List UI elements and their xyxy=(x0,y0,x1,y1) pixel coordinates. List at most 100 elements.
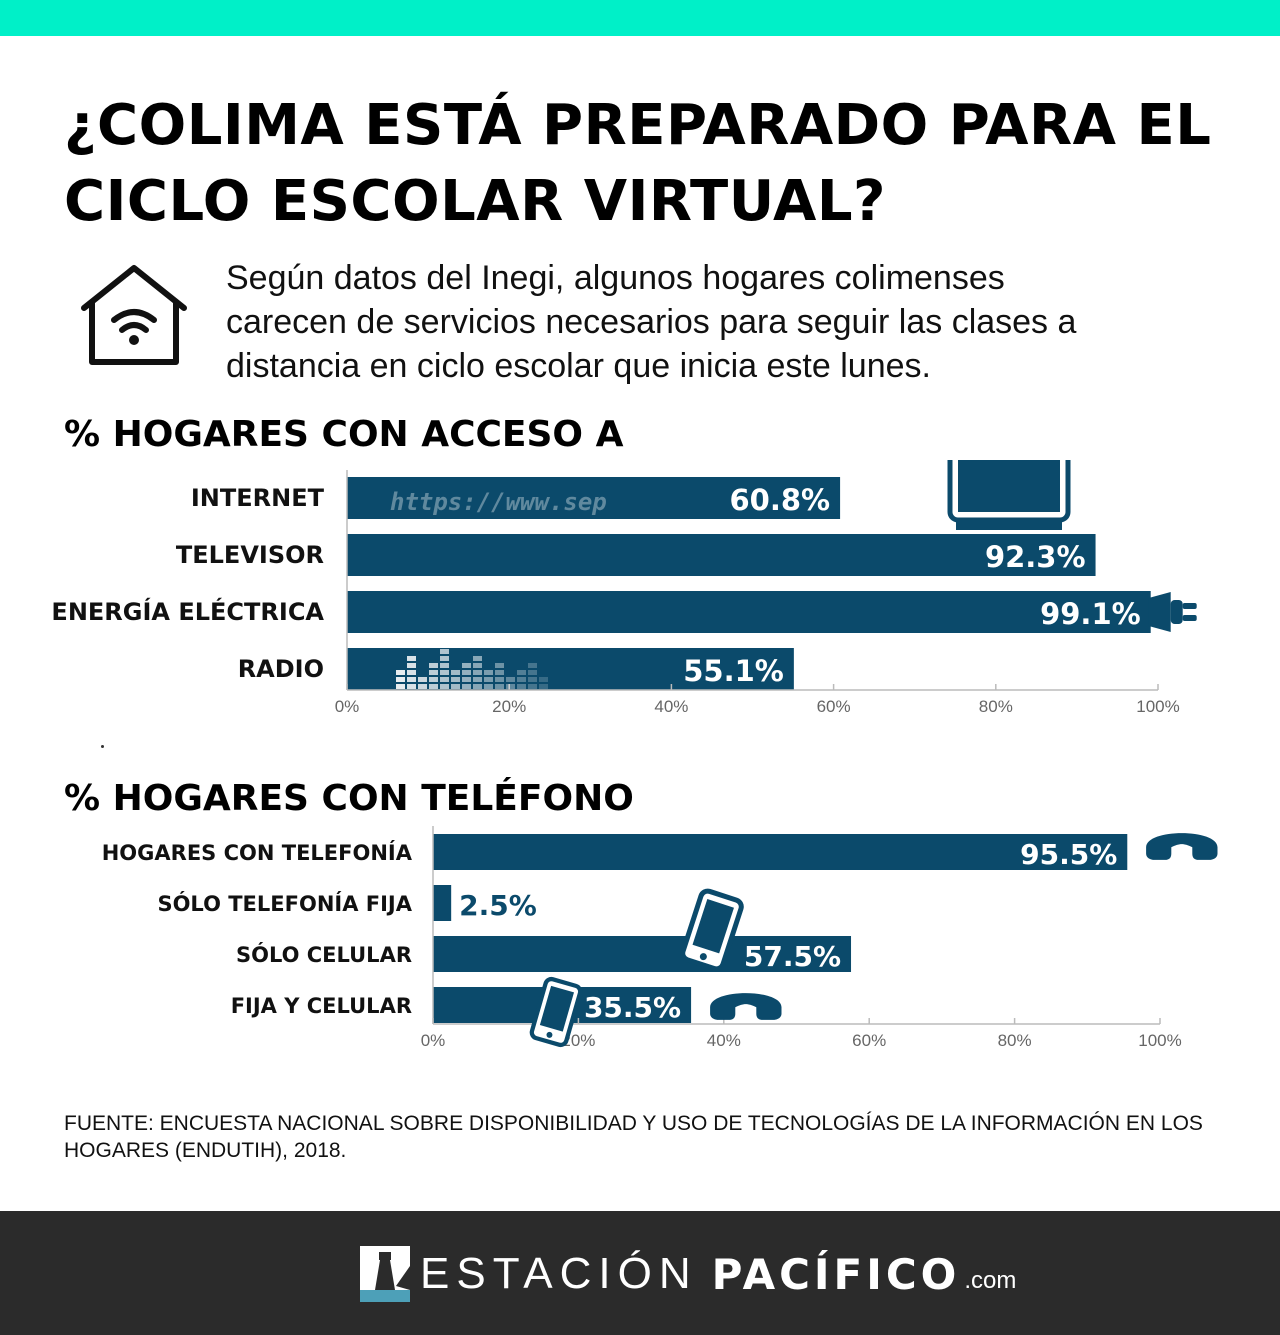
tick-label: 60% xyxy=(852,1031,886,1050)
equalizer-cell xyxy=(440,677,449,682)
tick-label: 0% xyxy=(335,697,360,716)
tick-label: 80% xyxy=(998,1031,1032,1050)
equalizer-cell xyxy=(506,684,515,689)
top-accent-bar xyxy=(0,0,1280,36)
equalizer-cell xyxy=(484,677,493,682)
equalizer-cell xyxy=(451,684,460,689)
equalizer-cell xyxy=(407,663,416,668)
bar xyxy=(433,936,852,972)
tick-label: 40% xyxy=(707,1031,741,1050)
brand-domain: .com xyxy=(964,1267,1017,1294)
source-note: FUENTE: ENCUESTA NACIONAL SOBRE DISPONIB… xyxy=(64,1112,1203,1162)
equalizer-cell xyxy=(396,684,405,689)
equalizer-cell xyxy=(451,677,460,682)
url-text-icon: https://www.sep xyxy=(390,488,607,516)
equalizer-cell xyxy=(429,663,438,668)
brand-logo[interactable]: ESTACIÓN PACÍFICO .com xyxy=(360,1243,1016,1305)
equalizer-cell xyxy=(462,663,471,668)
equalizer-cell xyxy=(506,677,515,682)
brand-name-light: ESTACIÓN xyxy=(420,1249,698,1298)
mobile-phone-icon xyxy=(680,888,744,972)
equalizer-cell xyxy=(528,663,537,668)
equalizer-cell xyxy=(396,670,405,675)
mobile-button xyxy=(699,953,707,961)
intro-text: Según datos del Inegi, algunos hogares c… xyxy=(226,259,1077,385)
lighthouse-logo-icon xyxy=(360,1246,410,1302)
equalizer-cell xyxy=(462,677,471,682)
equalizer-cell xyxy=(528,684,537,689)
tick-label: 100% xyxy=(1138,1031,1181,1050)
equalizer-cell xyxy=(539,684,548,689)
mobile-screen xyxy=(692,899,734,954)
plug-head xyxy=(1170,600,1183,624)
equalizer-cell xyxy=(473,670,482,675)
equalizer-cell xyxy=(440,684,449,689)
equalizer-cell xyxy=(495,677,504,682)
plug-icon xyxy=(1148,592,1197,632)
brand-name-bold: PACÍFICO xyxy=(711,1249,961,1299)
equalizer-cell xyxy=(429,670,438,675)
equalizer-cell xyxy=(539,677,548,682)
bar xyxy=(347,591,1151,633)
equalizer-cell xyxy=(462,684,471,689)
bar xyxy=(347,534,1096,576)
value-label: 57.5% xyxy=(744,940,841,973)
equalizer-cell xyxy=(407,684,416,689)
tv-icon xyxy=(947,460,1071,530)
access-bar-chart: INTERNET 60.8% TELEVISOR 92.3% ENERGÍA ELÉCT… xyxy=(51,460,1197,716)
equalizer-cell xyxy=(396,677,405,682)
plug-body xyxy=(1148,592,1171,632)
equalizer-cell xyxy=(484,684,493,689)
value-label: 2.5% xyxy=(459,889,537,922)
equalizer-cell xyxy=(473,663,482,668)
equalizer-cell xyxy=(407,656,416,661)
bar xyxy=(347,648,794,690)
bar xyxy=(433,834,1128,870)
tick-label: 60% xyxy=(817,697,851,716)
equalizer-cell xyxy=(440,656,449,661)
equalizer-cell xyxy=(429,684,438,689)
category-label: TELEVISOR xyxy=(176,541,324,569)
handset-shape xyxy=(710,993,782,1020)
section-title-access: % HOGARES CON ACCESO A xyxy=(64,414,624,455)
phone-handset-icon xyxy=(1146,833,1218,860)
equalizer-cell xyxy=(495,663,504,668)
handset-shape xyxy=(1146,833,1218,860)
equalizer-cell xyxy=(440,663,449,668)
equalizer-cell xyxy=(495,684,504,689)
equalizer-cell xyxy=(528,677,537,682)
phone-handset-icon xyxy=(710,993,782,1020)
equalizer-cell xyxy=(429,677,438,682)
value-label: 99.1% xyxy=(1040,597,1141,631)
equalizer-cell xyxy=(440,649,449,654)
bar xyxy=(347,477,841,519)
footer-bar: ESTACIÓN PACÍFICO .com xyxy=(0,1211,1280,1335)
value-label: 35.5% xyxy=(584,991,681,1024)
equalizer-icon xyxy=(396,649,548,689)
equalizer-cell xyxy=(528,670,537,675)
page-title: ¿COLIMA ESTÁ PREPARADO PARA EL CICLO ESC… xyxy=(64,93,1212,234)
category-label: HOGARES CON TELEFONÍA xyxy=(102,840,413,865)
equalizer-cell xyxy=(462,670,471,675)
mobile-button xyxy=(546,1031,553,1038)
value-label: 92.3% xyxy=(985,540,1086,574)
bar xyxy=(433,885,452,921)
equalizer-cell xyxy=(418,684,427,689)
phone-bar-chart: HOGARES CON TELEFONÍA 95.5% SÓLO TELEFONÍA… xyxy=(102,826,1218,1050)
section-title-phone: % HOGARES CON TELÉFONO xyxy=(64,778,634,819)
mobile-screen xyxy=(539,985,574,1032)
stray-dot xyxy=(101,745,104,748)
equalizer-cell xyxy=(517,684,526,689)
equalizer-cell xyxy=(495,670,504,675)
plug-prong xyxy=(1182,615,1197,621)
category-label: FIJA Y CELULAR xyxy=(231,994,412,1018)
value-label: 95.5% xyxy=(1020,838,1117,871)
tick-label: 20% xyxy=(492,697,526,716)
equalizer-cell xyxy=(484,670,493,675)
equalizer-cell xyxy=(407,677,416,682)
equalizer-cell xyxy=(451,670,460,675)
value-label: 55.1% xyxy=(683,654,784,688)
category-label: INTERNET xyxy=(191,484,325,512)
equalizer-cell xyxy=(440,670,449,675)
category-label: ENERGÍA ELÉCTRICA xyxy=(51,597,324,626)
